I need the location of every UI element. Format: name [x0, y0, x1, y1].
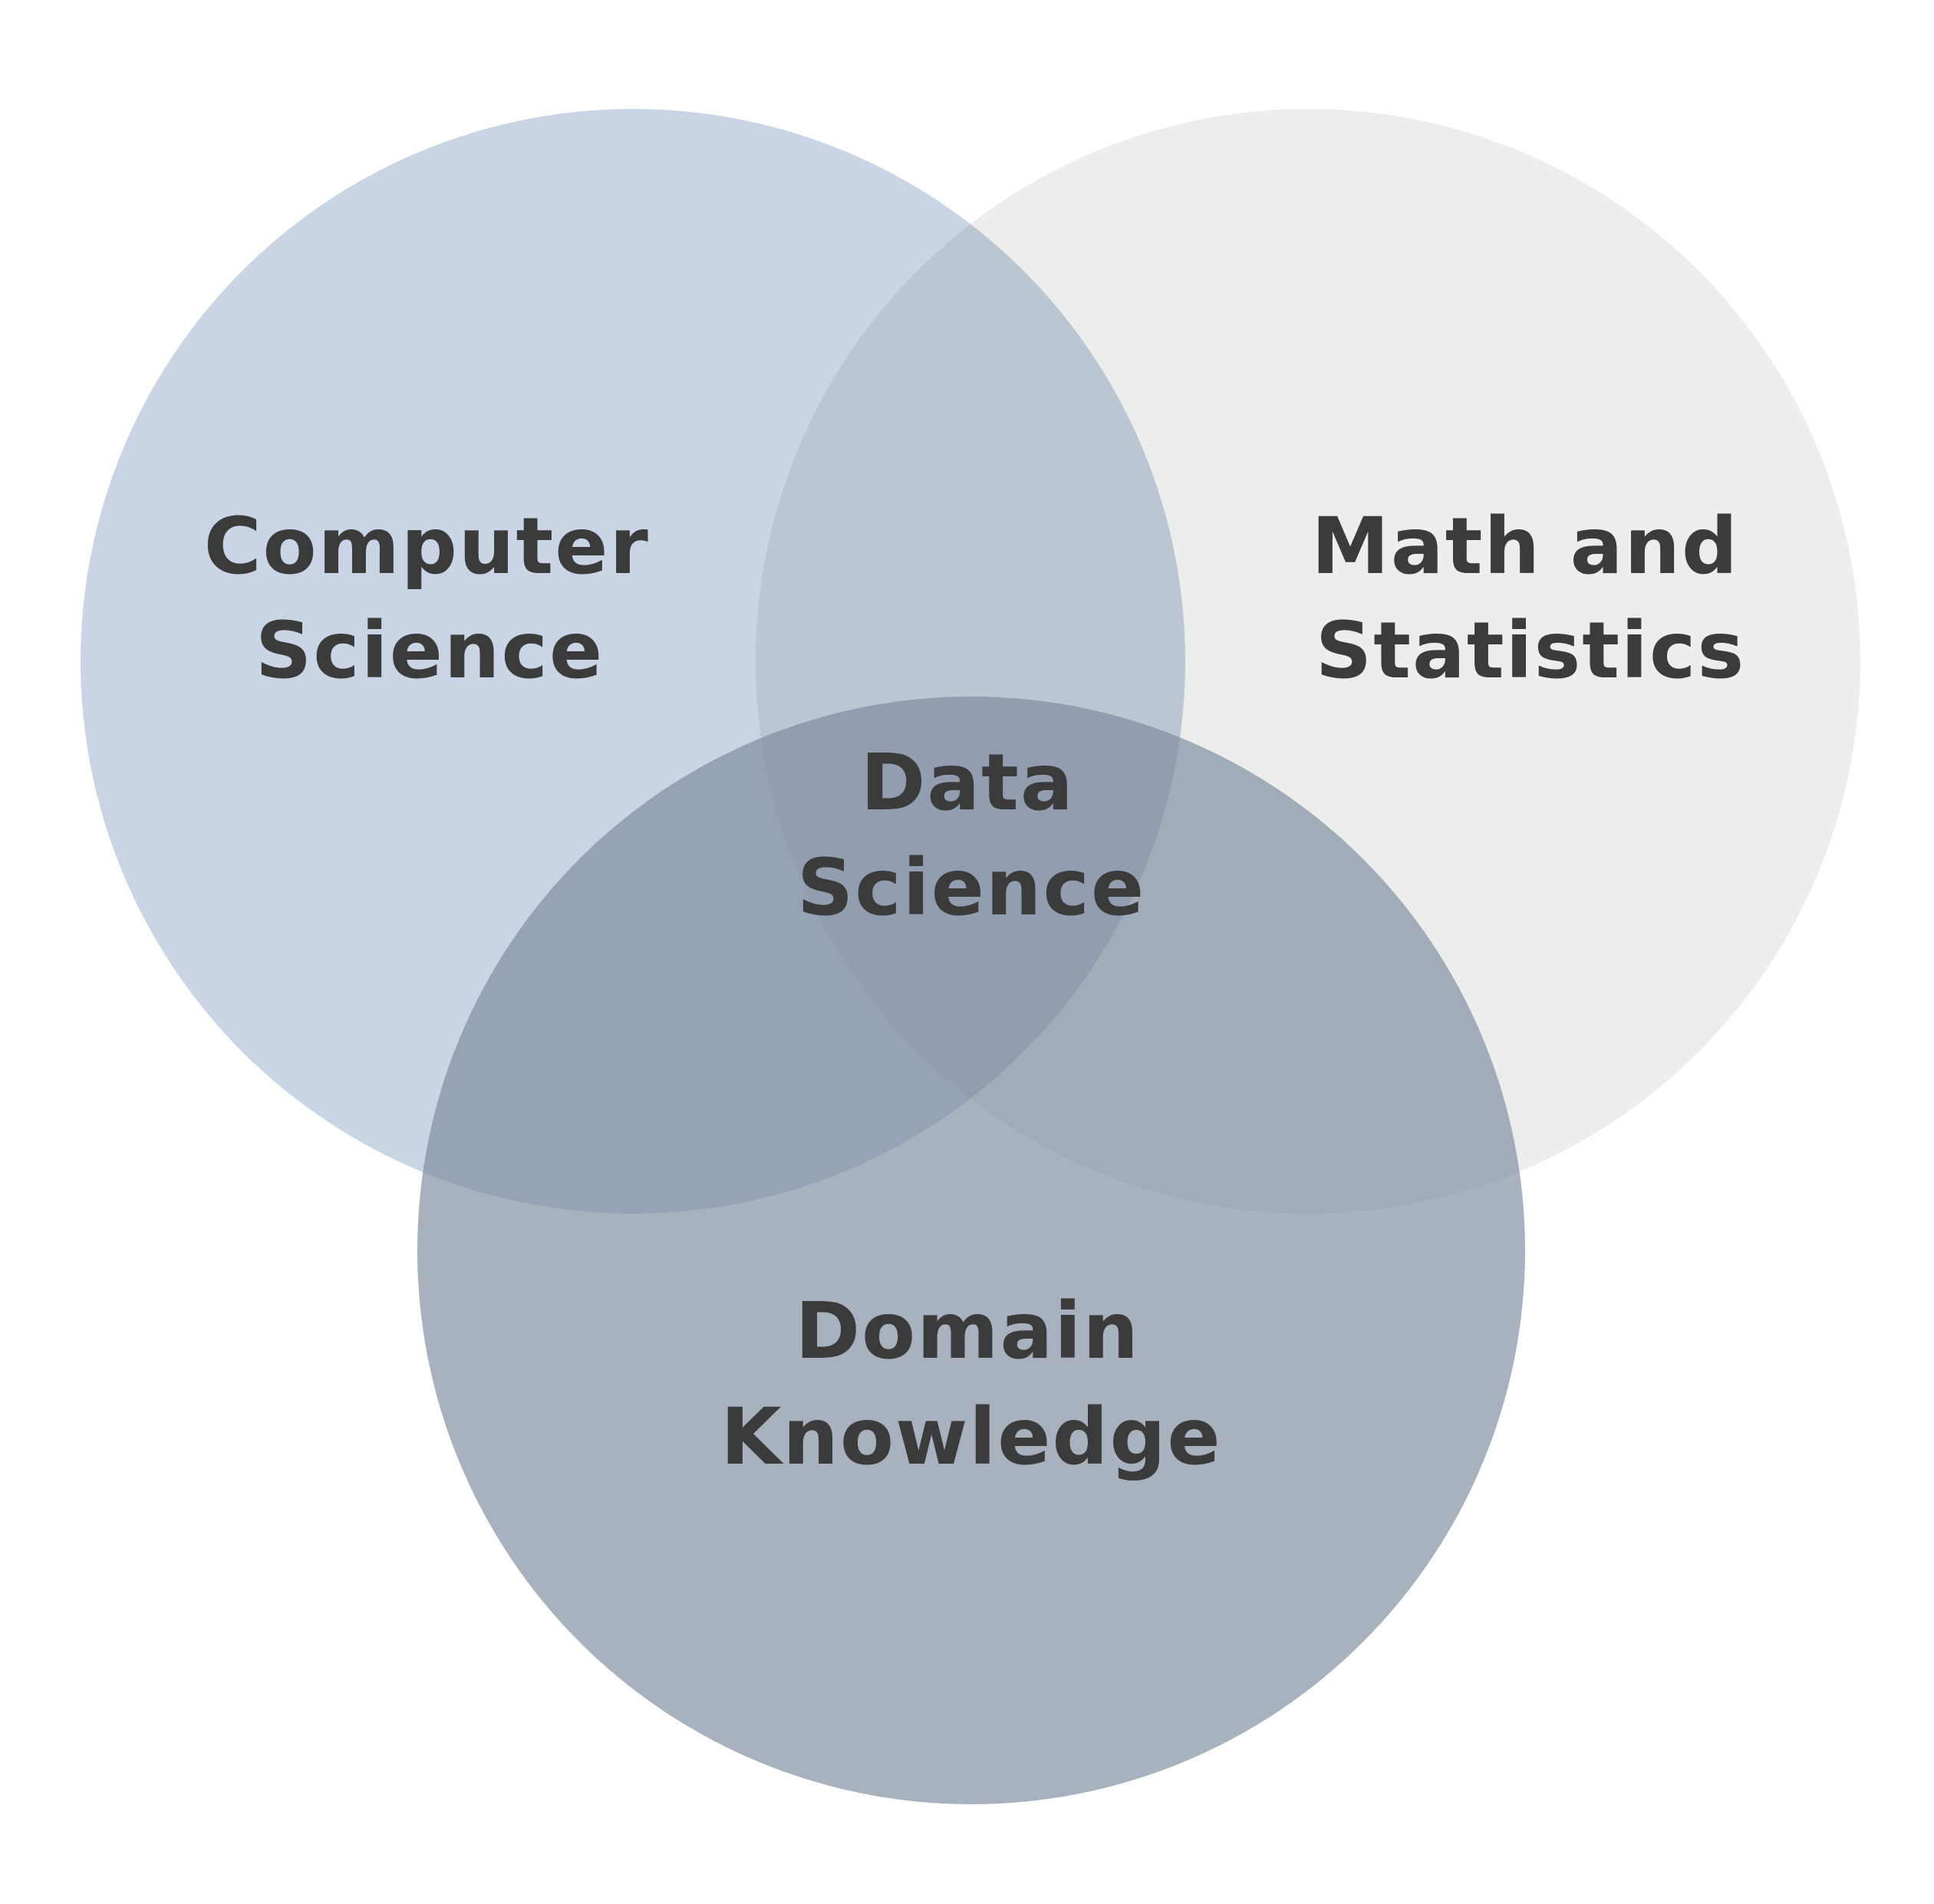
label-data-science: Data Science — [797, 737, 1145, 934]
label-line: Science — [797, 842, 1145, 934]
label-domain-knowledge: Domain Knowledge — [720, 1286, 1221, 1483]
label-line: Statistics — [1316, 605, 1745, 697]
label-line: Science — [255, 605, 604, 697]
circle-domain-knowledge — [417, 697, 1525, 1804]
label-line: Data — [861, 737, 1075, 828]
label-line: Computer — [204, 501, 650, 592]
label-line: Knowledge — [720, 1392, 1221, 1483]
label-line: Math and — [1311, 501, 1739, 592]
label-computer-science: Computer Science — [204, 501, 679, 697]
label-math-statistics: Math and Statistics — [1311, 501, 1768, 697]
label-line: Domain — [796, 1286, 1140, 1377]
